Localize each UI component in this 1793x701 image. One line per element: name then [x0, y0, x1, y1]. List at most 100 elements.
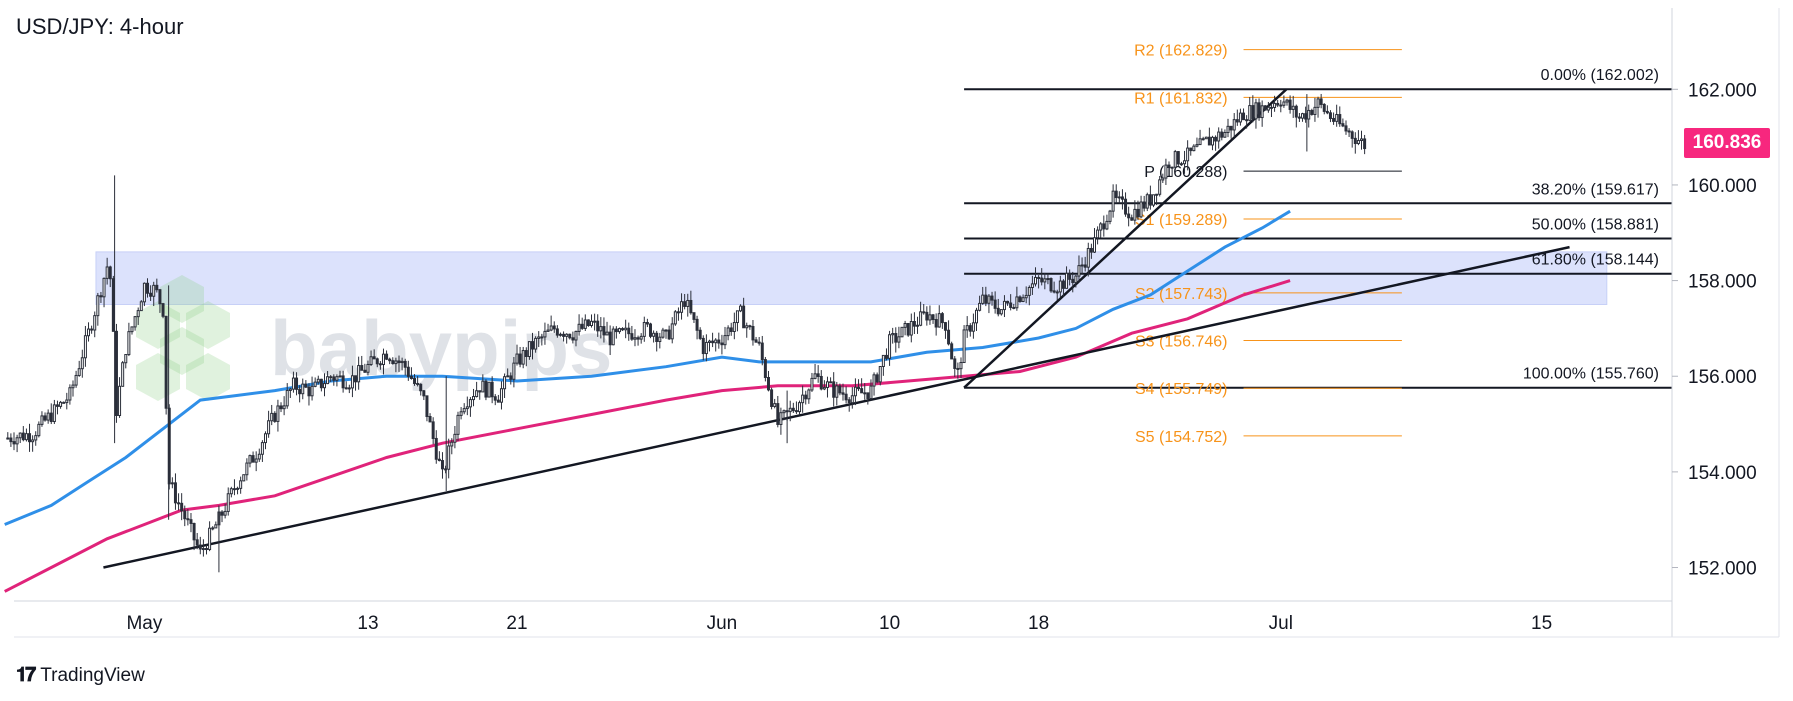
candle-body [658, 336, 662, 343]
y-tick-label: 162.000 [1688, 80, 1757, 101]
candle-body [288, 388, 292, 392]
candle-body [1347, 130, 1351, 133]
candle-body [65, 399, 69, 404]
candle-body [720, 342, 724, 346]
candle-body [273, 412, 277, 422]
candle-body [1037, 276, 1041, 279]
candle-body [397, 360, 401, 364]
candle-body [984, 294, 988, 304]
candle-body [93, 315, 97, 331]
tradingview-logo[interactable]: 𝟏𝟕 TradingView [16, 664, 145, 687]
watermark-cube [160, 275, 204, 323]
candle-body [354, 375, 358, 383]
candle-body [630, 333, 634, 340]
candle-body [462, 408, 466, 413]
x-tick-label: 18 [1028, 613, 1049, 634]
pivot-layer: R2 (162.829) R1 (161.832) P (160.288) S1 (1… [1134, 43, 1402, 446]
candle-body [1276, 102, 1280, 106]
candle-body [804, 394, 808, 400]
candle-body [847, 399, 851, 404]
candle-body [586, 319, 590, 327]
candle-body [1058, 280, 1062, 293]
candle-body [1006, 300, 1010, 304]
candle-body [28, 433, 32, 443]
candle-body [884, 354, 888, 359]
candle-body [717, 339, 721, 344]
candle-body [1096, 229, 1100, 239]
candle-body [326, 376, 330, 385]
candle-body [279, 405, 283, 410]
candle-body [881, 354, 885, 368]
candle-body [192, 522, 196, 541]
candle-body [583, 319, 587, 329]
x-tick-label: Jun [707, 613, 738, 634]
candle-body [1130, 217, 1134, 221]
candle-body [285, 390, 289, 407]
candle-body [577, 323, 581, 332]
candle-body [900, 326, 904, 338]
candle-body [1183, 160, 1187, 165]
candle-body [670, 323, 674, 340]
candle-body [363, 369, 367, 373]
candle-body [6, 437, 10, 440]
candle-body [350, 375, 354, 389]
candle-body [111, 278, 115, 332]
candle-body [776, 403, 780, 425]
candle-body [819, 375, 823, 390]
candle-body [68, 387, 72, 401]
candle-body [180, 502, 184, 512]
candle-body [627, 327, 631, 335]
candle-body [133, 316, 137, 328]
candle-body [149, 292, 153, 297]
candle-body [1027, 287, 1031, 296]
candle-body [1266, 106, 1270, 111]
candle-body [496, 399, 500, 403]
candle-body [1015, 296, 1019, 309]
candle-body [1061, 280, 1065, 289]
candle-body [487, 381, 491, 398]
candle-body [1335, 114, 1339, 122]
candle-body [223, 510, 227, 516]
candle-body [1338, 114, 1342, 125]
candle-body [499, 388, 503, 403]
candle-body [1201, 138, 1205, 141]
candle-body [1210, 136, 1214, 146]
candle-body [366, 363, 370, 373]
candle-body [434, 437, 438, 460]
candle-body [689, 299, 693, 314]
candle-body [869, 385, 873, 400]
candle-body [683, 301, 687, 307]
candle-body [136, 310, 140, 318]
candle-body [922, 311, 926, 314]
candle-body [580, 323, 584, 329]
candle-body [456, 414, 460, 435]
pivot-level-label: S3 (156.746) [1135, 334, 1228, 351]
candle-body [1217, 131, 1221, 142]
candle-body [996, 307, 1000, 315]
candle-body [1245, 119, 1249, 122]
candle-body [1344, 125, 1348, 132]
candle-body [543, 330, 547, 338]
candle-body [372, 356, 376, 360]
x-tick-label: May [126, 613, 162, 634]
candle-body [822, 386, 826, 390]
candle-body [96, 295, 100, 317]
candle-body [1092, 237, 1096, 253]
candle-body [1304, 113, 1308, 120]
candle-body [1012, 306, 1016, 309]
candle-body [419, 383, 423, 392]
candle-body [99, 295, 103, 298]
candle-body [447, 445, 451, 470]
candle-body [406, 366, 410, 377]
candle-body [1301, 113, 1305, 119]
candle-body [1179, 163, 1183, 166]
candle-body [534, 337, 538, 350]
candle-body [655, 332, 659, 343]
candle-body [1065, 272, 1069, 289]
candle-body [950, 343, 954, 360]
candle-body [481, 380, 485, 393]
candle-body [1307, 109, 1311, 120]
candle-body [611, 328, 615, 346]
candle-body [742, 305, 746, 329]
